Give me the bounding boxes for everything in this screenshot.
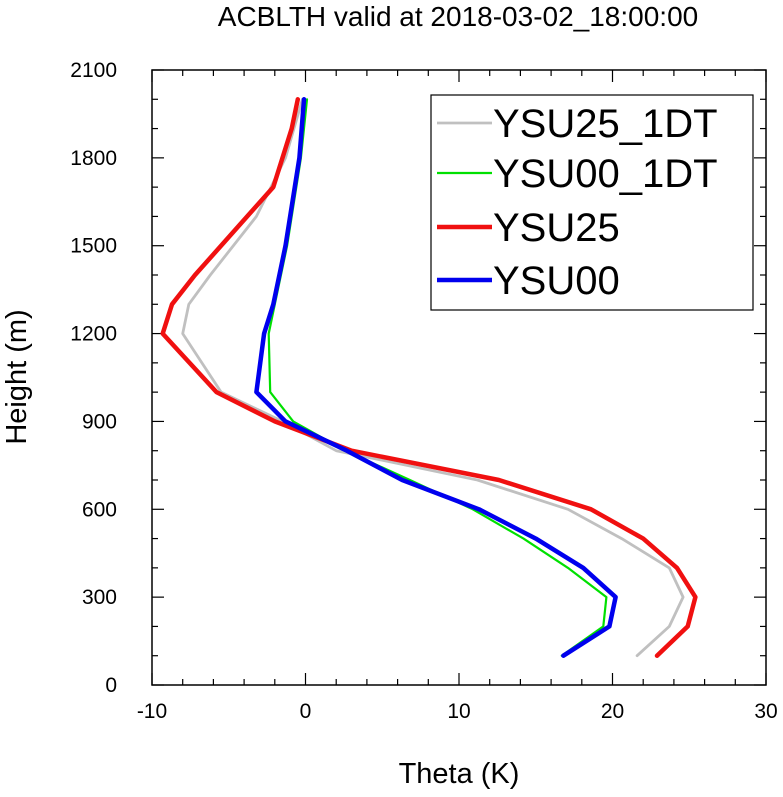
legend-label: YSU25 — [493, 206, 620, 250]
y-tick-label: 900 — [82, 410, 117, 433]
y-tick-label: 600 — [82, 498, 117, 521]
x-tick-label: 20 — [601, 700, 624, 723]
y-tick-label: 2100 — [70, 59, 117, 82]
x-tick-label: 30 — [754, 700, 777, 723]
legend-box — [430, 94, 754, 311]
y-tick-label: 1200 — [70, 323, 117, 346]
x-tick-label: 10 — [447, 700, 470, 723]
legend-label: YSU25_1DT — [493, 102, 718, 146]
x-tick-label: -10 — [137, 700, 167, 723]
chart-title: ACBLTH valid at 2018-03-02_18:00:00 — [218, 1, 698, 32]
legend-label: YSU00 — [493, 259, 620, 303]
x-tick-label: 0 — [300, 700, 312, 723]
y-tick-label: 300 — [82, 586, 117, 609]
y-axis-label: Height (m) — [1, 309, 33, 444]
legend: YSU25_1DT YSU00_1DT YSU25 YSU00 — [430, 94, 754, 311]
y-tick-label: 1500 — [70, 235, 117, 258]
y-tick-label: 0 — [105, 674, 117, 697]
series-line-ysu25 — [160, 97, 698, 658]
series-line-ysu00 — [254, 97, 618, 658]
legend-label: YSU00_1DT — [493, 152, 718, 196]
y-tick-label: 1800 — [70, 147, 117, 170]
x-axis-label: Theta (K) — [399, 758, 520, 790]
series-layer — [160, 97, 698, 658]
